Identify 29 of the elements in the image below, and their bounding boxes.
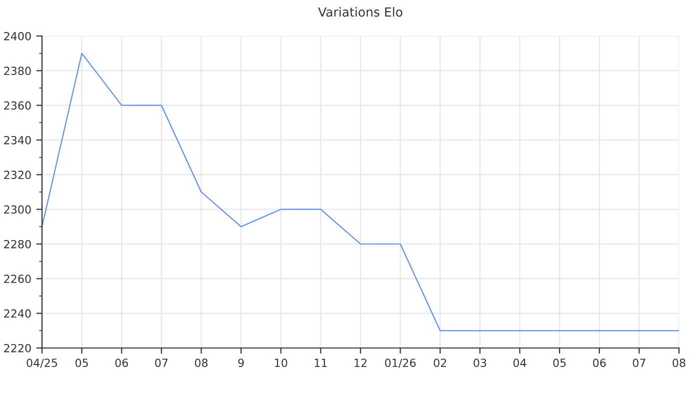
y-tick-label: 2260 [4, 274, 31, 284]
y-tick-label: 2400 [4, 32, 31, 40]
chart-title: Variations Elo [318, 7, 402, 17]
x-tick-label: 12 [354, 358, 366, 367]
x-tick-label: 05 [75, 358, 88, 368]
x-tick-label: 04/25 [26, 358, 58, 368]
x-tick-label: 07 [632, 358, 646, 368]
x-tick-label: 05 [553, 358, 566, 368]
y-tick-label: 2300 [4, 205, 31, 214]
y-tick-label: 2240 [4, 309, 31, 318]
y-tick-label: 2340 [4, 136, 31, 144]
x-tick-label: 06 [115, 358, 128, 368]
x-tick-label: 08 [194, 358, 208, 368]
y-tick-label: 2220 [4, 344, 31, 352]
y-tick-label: 2380 [4, 66, 31, 76]
y-tick-label: 2280 [4, 240, 31, 248]
x-tick-label: 08 [672, 358, 686, 368]
x-tick-label: 9 [238, 358, 244, 368]
y-tick-label: 2360 [4, 101, 31, 110]
x-tick-label: 06 [593, 358, 606, 368]
line-series [42, 52, 679, 332]
x-tick-label: 11 [314, 358, 327, 367]
x-tick-label: 07 [155, 358, 168, 368]
x-tick-label: 04 [513, 358, 526, 368]
x-tick-label: 01/26 [385, 358, 416, 368]
y-tick-label: 2320 [4, 170, 31, 180]
x-tick-label: 02 [434, 358, 446, 368]
x-tick-label: 10 [275, 358, 288, 368]
x-tick-label: 03 [474, 358, 486, 368]
